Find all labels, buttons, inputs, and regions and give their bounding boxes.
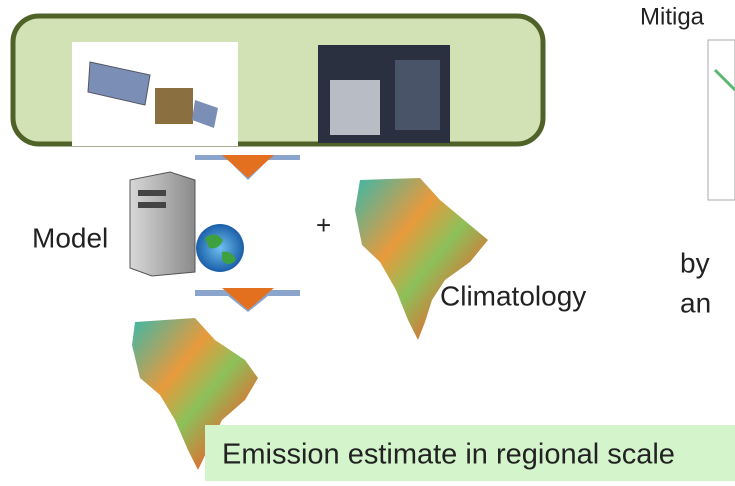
computer-icon <box>129 171 196 277</box>
climatology-map <box>355 178 488 340</box>
cropped-text: by <box>680 247 710 278</box>
globe-icon <box>196 224 244 272</box>
cropped-chart <box>707 39 735 201</box>
satellite-body <box>155 88 193 124</box>
lab-equipment <box>395 60 440 130</box>
plus-sign: + <box>316 210 331 240</box>
drive-bay <box>138 202 166 208</box>
emission-map <box>132 318 258 470</box>
arrow <box>222 288 274 310</box>
cropped-text: an <box>680 287 711 318</box>
lab-equipment <box>330 80 380 135</box>
model-label: Model <box>32 222 108 253</box>
globe-land <box>205 234 236 264</box>
caption-box <box>205 425 735 481</box>
arrow <box>222 155 274 178</box>
cropped-title: Mitiga <box>640 3 705 30</box>
climatology-label: Climatology <box>440 280 586 311</box>
drive-bay <box>138 190 166 196</box>
solar-panel <box>192 100 218 128</box>
solar-panel <box>87 61 151 106</box>
cropped-chart-line <box>713 68 735 92</box>
caption: Emission estimate in regional scale <box>222 439 675 471</box>
